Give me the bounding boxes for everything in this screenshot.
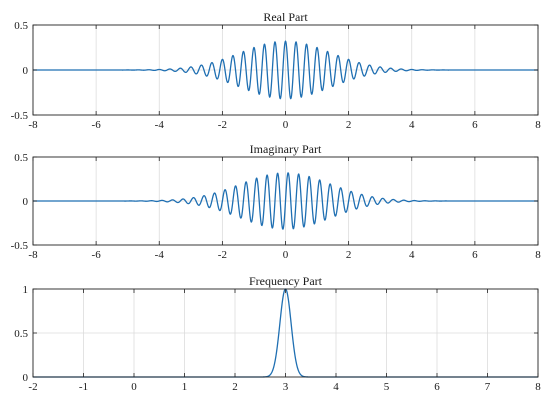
x-tick-label: 6 <box>472 119 478 131</box>
x-tick-label: -4 <box>155 249 165 261</box>
x-tick-label: 2 <box>346 249 352 261</box>
x-tick-label: 3 <box>283 381 289 393</box>
x-tick-label: 8 <box>535 119 541 131</box>
x-tick-label: 2 <box>232 381 238 393</box>
x-tick-label: -8 <box>28 119 38 131</box>
x-tick-label: 1 <box>182 381 188 393</box>
x-tick-label: 4 <box>409 119 415 131</box>
x-tick-label: 2 <box>346 119 352 131</box>
x-tick-label: 8 <box>535 249 541 261</box>
x-tick-label: 0 <box>283 249 289 261</box>
x-tick-label: -2 <box>218 249 227 261</box>
subplot-1: -8 -6 -4 -2 0 2 4 6 8 0.5 0 -0.5 Real Part <box>11 10 542 131</box>
y-tick-label: 0 <box>23 65 29 77</box>
x-tick-label: -2 <box>28 381 37 393</box>
x-tick-label: 4 <box>409 249 415 261</box>
y-tick-label: 0.5 <box>14 328 28 340</box>
x-tick-label: 4 <box>333 381 339 393</box>
x-tick-label: -6 <box>92 249 102 261</box>
x-tick-label: -8 <box>28 249 38 261</box>
y-tick-label: 1 <box>23 284 29 296</box>
x-tick-label: -2 <box>218 119 227 131</box>
series-line <box>33 40 538 100</box>
x-tick-label: 8 <box>535 381 541 393</box>
x-tick-label: 0 <box>283 119 289 131</box>
x-tick-label: 5 <box>384 381 390 393</box>
x-tick-label: -1 <box>79 381 88 393</box>
x-tick-label: 6 <box>434 381 440 393</box>
chart-title: Imaginary Part <box>250 142 322 156</box>
y-tick-label: 0.5 <box>14 20 28 32</box>
y-tick-label: 0 <box>23 372 29 384</box>
x-tick-label: -4 <box>155 119 165 131</box>
y-tick-label: -0.5 <box>11 240 29 252</box>
x-tick-label: 7 <box>485 381 491 393</box>
y-tick-label: -0.5 <box>11 110 29 122</box>
chart-title: Frequency Part <box>249 274 323 288</box>
subplot-2: -8 -6 -4 -2 0 2 4 6 8 0.5 0 -0.5 Imaginary Part <box>11 142 542 261</box>
y-tick-label: 0 <box>23 196 29 208</box>
y-tick-label: 0.5 <box>14 152 28 164</box>
x-tick-label: -6 <box>92 119 102 131</box>
series-line <box>33 172 538 230</box>
subplot-3: -2 -1 0 1 2 3 4 5 6 7 8 1 0.5 0 Frequency Part <box>14 274 541 393</box>
x-tick-label: 0 <box>131 381 137 393</box>
x-tick-label: 6 <box>472 249 478 261</box>
chart-title: Real Part <box>263 10 308 24</box>
